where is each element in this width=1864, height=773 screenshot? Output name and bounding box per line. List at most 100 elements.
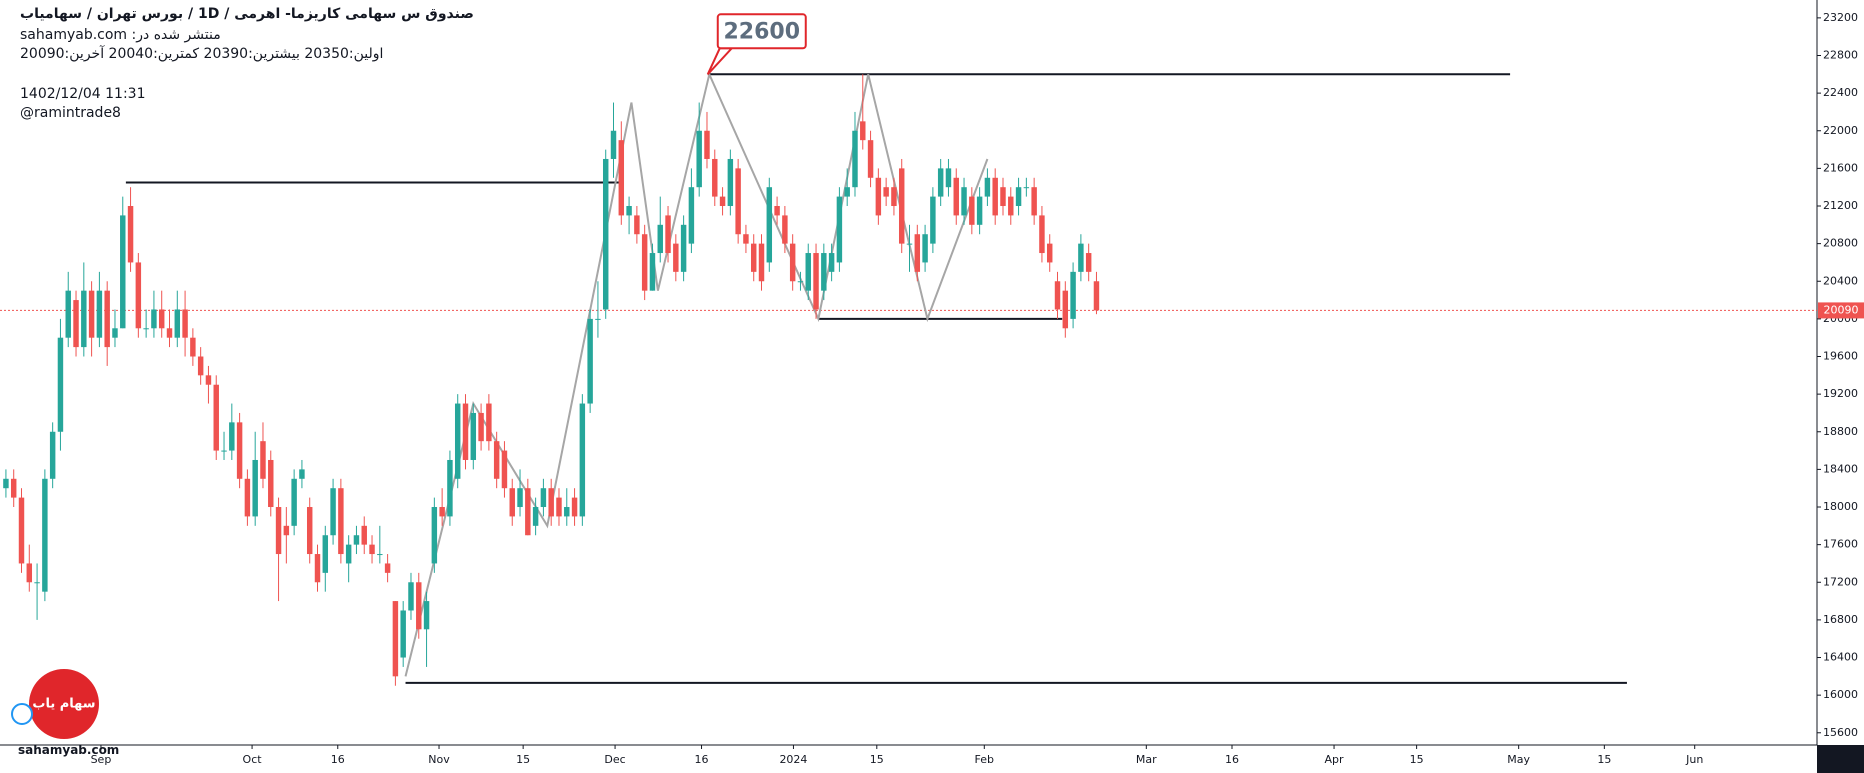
candle-body (81, 290, 87, 348)
candle-body (945, 168, 952, 188)
candle-body (423, 601, 430, 630)
candle-body (3, 478, 9, 489)
candle-body (922, 234, 928, 263)
candle-body (345, 544, 352, 564)
candle-body (96, 290, 103, 338)
candle-body (797, 281, 804, 283)
x-tick-label: 15 (1410, 753, 1424, 766)
candle-body (291, 478, 297, 526)
candle-body (205, 375, 212, 385)
candle-body (501, 450, 508, 489)
candle-body (1070, 271, 1076, 319)
candle-body (602, 158, 609, 310)
candle-body (120, 215, 126, 329)
candle-body (1031, 187, 1037, 216)
logo-circle (29, 669, 99, 739)
candle-body (992, 177, 998, 216)
candle-body (774, 206, 780, 216)
candle-body (338, 488, 344, 555)
candle-body (42, 478, 48, 592)
candle-body (182, 309, 188, 338)
y-tick-label: 22400 (1823, 86, 1858, 99)
candle-body (143, 328, 149, 330)
candle-body (1085, 253, 1092, 272)
candle-body (330, 488, 336, 536)
candle-body (509, 488, 515, 517)
candle-body (673, 243, 679, 272)
y-tick-label: 19200 (1823, 387, 1858, 400)
y-tick-label: 17600 (1823, 538, 1858, 551)
candle-body (34, 582, 40, 584)
candle-body (906, 243, 913, 245)
x-tick-label: May (1507, 753, 1530, 766)
candle-body (1046, 243, 1053, 263)
candle-body (564, 507, 570, 517)
candle-body (750, 243, 757, 272)
candle-body (626, 206, 632, 216)
y-tick-label: 22000 (1823, 124, 1858, 137)
candle-body (766, 187, 773, 263)
candle-body (49, 431, 56, 479)
candle-body (556, 497, 562, 517)
candle-body (18, 497, 25, 564)
candle-body (493, 441, 500, 479)
candle-body (470, 412, 477, 460)
candle-body (587, 318, 593, 404)
y-tick-label: 16800 (1823, 613, 1858, 626)
candle-body (532, 507, 539, 526)
candle-body (260, 441, 266, 479)
candle-body (821, 253, 827, 291)
callout-box (716, 13, 807, 50)
candle-body (641, 234, 648, 291)
y-tick-label: 16400 (1823, 651, 1858, 664)
candle-body (236, 422, 243, 479)
chart-title: صندوق س سهامی کاریزما- اهرمی / 1D / بورس… (20, 6, 474, 22)
x-tick-label: Feb (975, 753, 994, 766)
y-tick-label: 19600 (1823, 350, 1858, 363)
x-tick-label: 15 (870, 753, 884, 766)
candle-body (688, 187, 695, 244)
last-price-badge (1818, 302, 1864, 319)
candle-body (1000, 187, 1006, 207)
x-tick-label: Apr (1325, 753, 1345, 766)
candle-body (1093, 281, 1100, 311)
y-tick-label: 21200 (1823, 199, 1858, 212)
candle-body (190, 337, 196, 357)
candle-body (743, 234, 749, 244)
candle-body (782, 215, 788, 244)
candle-body (517, 488, 523, 508)
candle-body (595, 318, 601, 320)
candle-body (299, 469, 305, 479)
zigzag-pattern (404, 71, 989, 677)
candle-body (610, 130, 617, 159)
candle-body (898, 168, 905, 244)
candle-body (1008, 196, 1014, 216)
x-tick-label: 16 (1225, 753, 1239, 766)
candle-body (579, 403, 586, 517)
candle-body (540, 488, 547, 508)
candle-body (649, 253, 656, 291)
candle-body (306, 507, 313, 555)
candle-body (525, 488, 531, 536)
candle-body (57, 337, 64, 432)
candle-body (73, 300, 79, 348)
candle-body (369, 544, 375, 555)
x-tick-label: Sep (91, 753, 112, 766)
y-tick-label: 15600 (1823, 726, 1858, 739)
x-tick-label: 15 (1597, 753, 1611, 766)
y-tick-label: 22800 (1823, 48, 1858, 61)
candle-body (976, 196, 983, 225)
candle-body (174, 309, 181, 338)
candle-body (1062, 290, 1069, 329)
candle-body (813, 253, 819, 310)
candle-body (883, 187, 889, 197)
published-source: منتشر شده در: sahamyab.com (20, 27, 221, 43)
footer-site: sahamyab.com (18, 743, 120, 757)
y-tick-label: 20400 (1823, 274, 1858, 287)
candle-body (852, 130, 858, 188)
x-tick-label: Oct (243, 753, 263, 766)
candle-body (416, 582, 422, 630)
